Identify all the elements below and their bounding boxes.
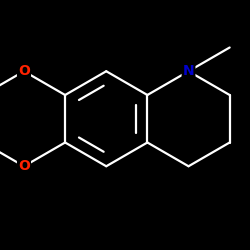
Text: O: O	[18, 64, 30, 78]
Text: O: O	[18, 159, 30, 173]
Text: N: N	[183, 64, 194, 78]
